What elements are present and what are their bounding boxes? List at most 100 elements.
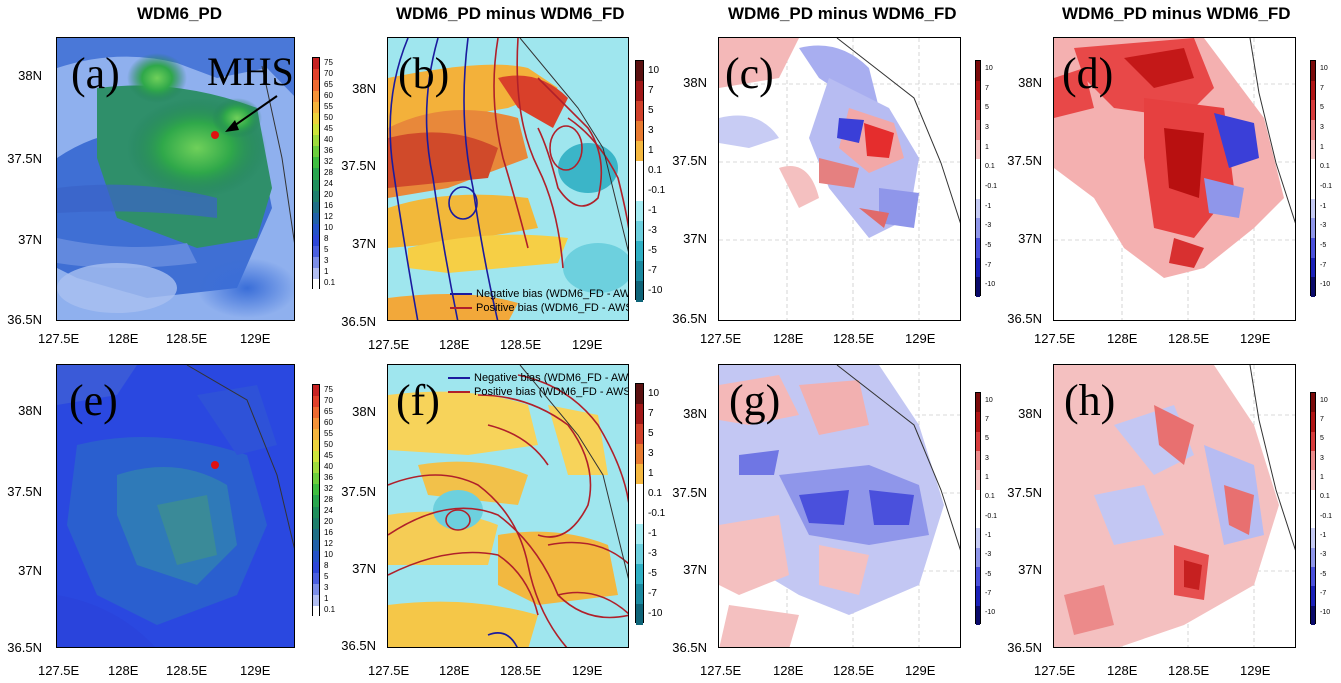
ytick-f-37: 37N	[352, 561, 376, 576]
ytick-a-37.5: 37.5N	[7, 151, 42, 166]
colorbar-f-segment	[636, 404, 643, 425]
colorbar-h-segment	[1311, 528, 1315, 549]
colorbar-b-label: 1	[648, 145, 654, 156]
colorbar-e-label: 10	[324, 550, 333, 560]
colorbar-g-segment	[976, 547, 980, 568]
mhs-marker-a	[211, 131, 219, 139]
title-panel-a: WDM6_PD	[137, 4, 223, 23]
ytick-e-36.5: 36.5N	[7, 640, 42, 655]
colorbar-e-label: 5	[324, 572, 329, 582]
colorbar-e-segment	[313, 429, 319, 441]
colorbar-h-segment	[1311, 509, 1315, 529]
colorbar-a-label: 20	[324, 190, 333, 200]
colorbar-a-label: 60	[324, 90, 333, 100]
map-panel-e: (e)	[56, 364, 295, 648]
colorbar-g-segment	[976, 509, 980, 529]
colorbar-e-label: 75	[324, 384, 333, 394]
ytick-a-36.5: 36.5N	[7, 312, 42, 327]
colorbar-e-label: 55	[324, 428, 333, 438]
colorbar-b-segment	[636, 141, 643, 162]
ytick-e-38: 38N	[18, 403, 42, 418]
colorbar-d-segment	[1311, 238, 1315, 259]
ytick-d-37: 37N	[1018, 231, 1042, 246]
xtick-e-128: 128E	[108, 663, 139, 678]
colorbar-e-segment	[313, 385, 319, 397]
colorbar-d-segment	[1311, 179, 1315, 200]
colorbar-d-label: -10	[1320, 281, 1331, 289]
colorbar-b-label: -1	[648, 205, 657, 216]
colorbar-c-label: -0.1	[985, 182, 998, 190]
xtick-g-128.5: 128.5E	[833, 663, 875, 678]
colorbar-e-label: 50	[324, 439, 333, 449]
colorbar-b-label: 3	[648, 125, 654, 136]
xtick-f-127.5: 127.5E	[368, 663, 410, 678]
colorbar-e-label: 60	[324, 417, 333, 427]
colorbar-a-label: 0.1	[324, 278, 336, 288]
map-panel-f: (f) Negative bias (WDM6_FD - AWS) Positi…	[387, 364, 629, 648]
colorbar-a-label: 75	[324, 57, 333, 67]
colorbar-a-segment	[313, 91, 319, 103]
colorbar-c-segment	[976, 277, 980, 298]
ytick-g-38: 38N	[683, 406, 707, 421]
legend-f: Negative bias (WDM6_FD - AWS) Positive b…	[448, 372, 628, 398]
ytick-e-37: 37N	[18, 563, 42, 578]
colorbar-b-segment	[636, 161, 643, 182]
colorbar-b-label: 5	[648, 105, 654, 116]
colorbar-e-label: 36	[324, 472, 333, 482]
colorbar-c-label: 3	[985, 123, 989, 131]
colorbar-h-label: -1	[1320, 532, 1327, 539]
ytick-h-37.5: 37.5N	[1007, 485, 1042, 500]
xtick-b-128.5: 128.5E	[500, 337, 542, 352]
xtick-d-128.5: 128.5E	[1168, 331, 1210, 346]
panel-letter-a: (a)	[71, 49, 120, 98]
colorbar-b-label: 10	[648, 65, 660, 76]
terrain-field-e	[57, 365, 294, 647]
colorbar-a-label: 8	[324, 234, 329, 244]
xtick-b-129: 129E	[572, 337, 603, 352]
colorbar-e-label: 32	[324, 483, 333, 493]
colorbar-e-segment	[313, 484, 319, 496]
colorbar-a-label: 36	[324, 145, 333, 155]
xtick-a-129: 129E	[240, 331, 271, 346]
colorbar-a-label: 50	[324, 112, 333, 122]
map-panel-h: (h)	[1053, 364, 1296, 648]
ytick-b-37.5: 37.5N	[341, 158, 376, 173]
colorbar-a-label: 5	[324, 245, 329, 255]
colorbar-b-segment	[636, 181, 643, 202]
colorbar-a-label: 32	[324, 156, 333, 166]
colorbar-c-segment	[976, 120, 980, 141]
map-panel-d: (d)	[1053, 37, 1296, 321]
ytick-h-37: 37N	[1018, 562, 1042, 577]
colorbar-f-label: -5	[648, 568, 657, 579]
colorbar-a-segment	[313, 168, 319, 181]
xtick-a-127.5: 127.5E	[38, 331, 80, 346]
colorbar-g-label: -10	[985, 609, 996, 617]
xtick-d-128: 128E	[1107, 331, 1138, 346]
colorbar-e-label: 1	[324, 594, 329, 604]
colorbar-g-segment	[976, 470, 980, 491]
colorbar-e-segment	[313, 583, 319, 596]
xtick-b-128: 128E	[439, 337, 470, 352]
colorbar-h-label: 10	[1320, 396, 1328, 404]
colorbar-f-label: 0.1	[648, 488, 662, 499]
colorbar-c-label: 1	[985, 143, 989, 151]
colorbar-g-label: -3	[985, 551, 992, 559]
xtick-a-128: 128E	[108, 331, 139, 346]
map-panel-c: (c)	[718, 37, 961, 321]
colorbar-a-segment	[313, 223, 319, 236]
panel-letter-e: (e)	[69, 376, 118, 425]
colorbar-h-label: -3	[1320, 551, 1327, 559]
colorbar-f-segment	[636, 544, 643, 565]
colorbar-g	[975, 392, 981, 626]
colorbar-g-label: 1	[985, 474, 989, 481]
colorbar-d-label: -0.1	[1320, 182, 1333, 190]
colorbar-f-label: 7	[648, 408, 654, 419]
colorbar-d-label: 3	[1320, 123, 1324, 131]
difference-field-h	[1054, 365, 1295, 647]
colorbar-e-label: 16	[324, 528, 333, 538]
colorbar-h-segment	[1311, 451, 1315, 471]
colorbar-f-segment	[636, 584, 643, 605]
colorbar-c-segment	[976, 139, 980, 160]
colorbar-a-segment	[313, 69, 319, 81]
colorbar-h-label: 3	[1320, 454, 1324, 462]
